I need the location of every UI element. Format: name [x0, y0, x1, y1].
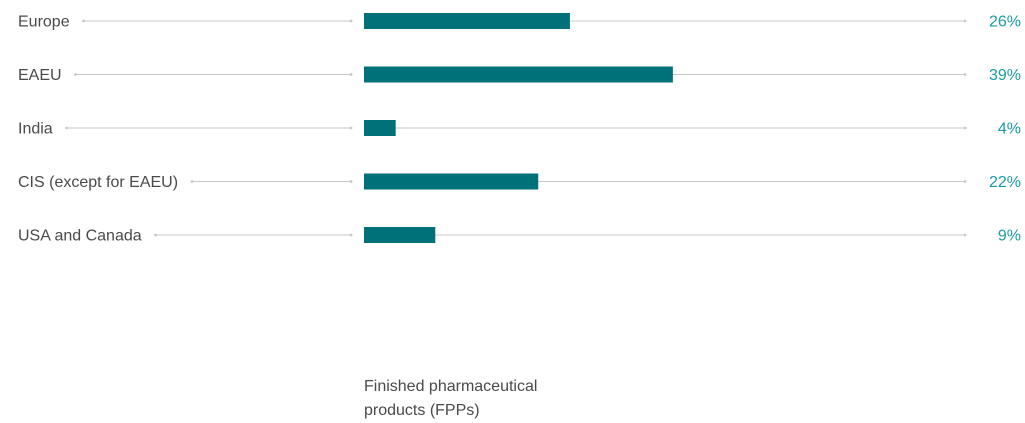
leader-right-dot — [963, 126, 967, 130]
leader-end-dot — [349, 233, 353, 237]
leader-end-dot — [349, 73, 353, 76]
category-label: India — [18, 121, 53, 138]
bar-row: EAEU 39% — [18, 66, 1021, 84]
chart-caption: Finished pharmaceutical products (FPPs) — [364, 375, 624, 423]
bar — [364, 13, 570, 29]
value-label: 4% — [998, 121, 1021, 138]
bar — [364, 120, 396, 136]
category-label: Europe — [18, 14, 70, 31]
caption-line-1: Finished pharmaceutical — [364, 378, 538, 395]
bar-row: USA and Canada 9% — [18, 227, 1021, 245]
leader-right-dot — [963, 73, 967, 76]
bar-row: India 4% — [18, 120, 1021, 138]
category-label: USA and Canada — [18, 228, 142, 245]
bar-row: Europe 26% — [18, 13, 1021, 31]
leader-right-dot — [963, 19, 967, 23]
leader-right-dot — [963, 180, 967, 183]
category-label: EAEU — [18, 67, 62, 84]
leader-end-dot — [349, 19, 353, 23]
value-label: 39% — [989, 67, 1021, 84]
value-label: 9% — [998, 228, 1021, 245]
leader-right-dot — [963, 233, 967, 237]
leader-end-dot — [349, 126, 353, 130]
bar — [364, 66, 673, 83]
category-label: CIS (except for EAEU) — [18, 174, 178, 191]
value-label: 22% — [989, 174, 1021, 191]
leader-end-dot — [349, 180, 353, 183]
value-label: 26% — [989, 14, 1021, 31]
bar — [364, 227, 436, 243]
caption-line-2: products (FPPs) — [364, 402, 480, 419]
bar-row: CIS (except for EAEU) 22% — [18, 173, 1021, 191]
bar — [364, 173, 539, 190]
